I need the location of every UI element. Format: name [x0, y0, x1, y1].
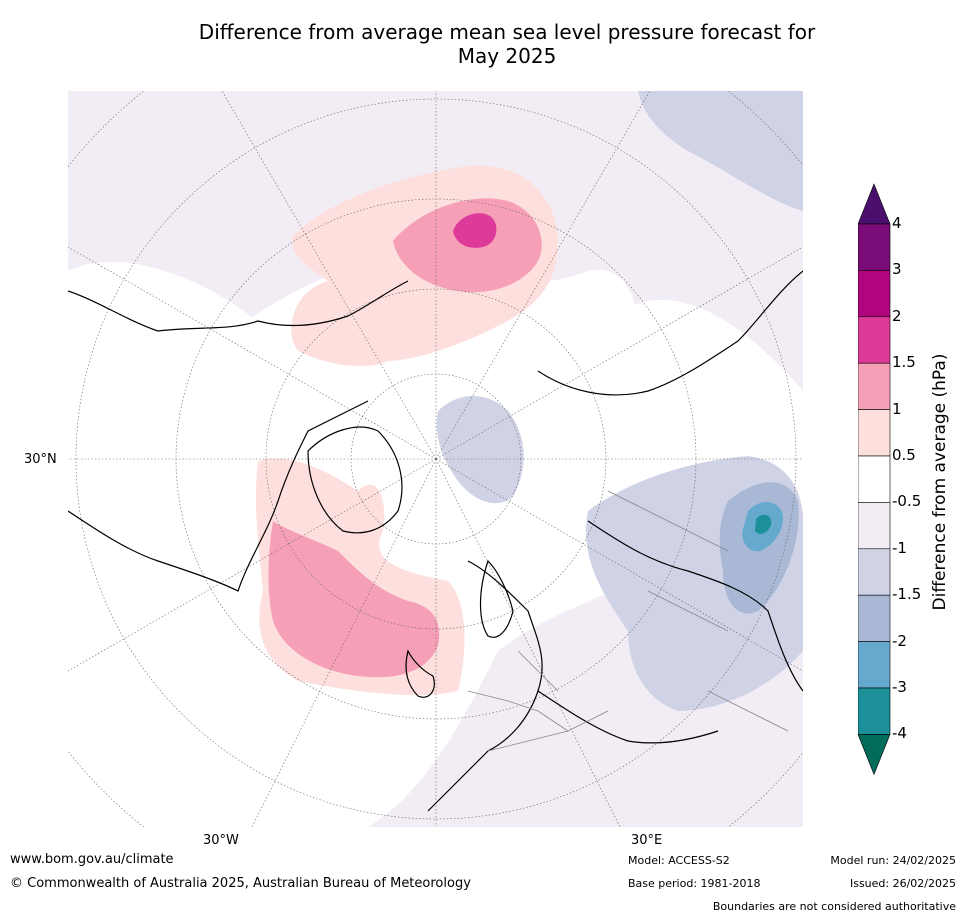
border-asia	[607, 490, 789, 732]
colorbar-tick-label: 4	[892, 214, 902, 232]
graticule	[68, 91, 803, 827]
map-canvas	[68, 91, 803, 827]
colorbar	[858, 183, 891, 776]
colorbar-tick-label: -1.5	[892, 585, 922, 604]
meridian-120w	[68, 246, 437, 460]
model-run-text: Model run: 24/02/2025	[830, 854, 956, 867]
shade-blue-light-arctic	[436, 396, 524, 504]
colorbar-tick-label: -1	[892, 538, 907, 557]
map-title: Difference from average mean sea level p…	[0, 20, 965, 68]
shade-teal-asia	[755, 514, 772, 534]
lon-label-30e: 30°E	[631, 833, 663, 848]
lon-label-30w: 30°W	[203, 833, 239, 848]
colorbar-extend-top	[858, 183, 891, 225]
colorbar-swatch	[858, 223, 891, 271]
colorbar-extend-bottom	[858, 734, 891, 776]
coast-asia	[537, 270, 803, 692]
colorbar-tick-label: -4	[892, 724, 907, 743]
colorbar-tick-label: 1	[892, 399, 902, 418]
coastlines	[68, 270, 803, 812]
model-text: Model: ACCESS-S2	[628, 854, 730, 867]
coast-europe	[427, 560, 719, 812]
colorbar-tick-label: 3	[892, 260, 902, 279]
meridian-150w	[221, 91, 437, 460]
colorbar-swatch	[858, 270, 891, 318]
lat-label-30n: 30°N	[24, 452, 57, 467]
colorbar-swatch	[858, 548, 891, 596]
copyright-text: © Commonwealth of Australia 2025, Austra…	[10, 876, 471, 891]
title-line-2: May 2025	[457, 44, 557, 68]
lat-circle-70	[265, 288, 607, 630]
colorbar-title: Difference from average (hPa)	[930, 353, 950, 611]
meridian-60e	[435, 458, 803, 672]
colorbar-swatch	[858, 502, 891, 550]
meridian-150e	[435, 91, 651, 460]
colorbar-swatch	[858, 641, 891, 689]
disclaimer-text: Boundaries are not considered authoritat…	[712, 900, 956, 913]
meridian-60w	[68, 458, 437, 672]
coast-greenland	[307, 426, 403, 534]
colorbar-tick-label: -3	[892, 678, 907, 696]
title-line-1: Difference from average mean sea level p…	[198, 20, 816, 44]
coast-scandinavia	[479, 559, 514, 638]
polar-map	[68, 91, 803, 827]
shade-pink-dark-pacific	[453, 213, 497, 248]
shade-pink-mid-atlantic	[268, 521, 440, 678]
colorbar-tick-label: 2	[892, 306, 902, 325]
colorbar-swatch	[858, 409, 891, 457]
lat-circle-50	[75, 98, 797, 820]
shade-lavender-pacific	[638, 91, 803, 211]
colorbar-swatch	[858, 362, 891, 410]
colorbar-swatches	[858, 183, 891, 776]
colorbar-tick-label: 0.5	[892, 446, 916, 464]
issued-text: Issued: 26/02/2025	[849, 877, 956, 890]
colorbar-tick-label: -0.5	[892, 492, 922, 511]
colorbar-tick-label: 1.5	[892, 353, 916, 372]
borders	[467, 490, 789, 752]
coast-north-america	[68, 280, 409, 592]
colorbar-swatch	[858, 687, 891, 735]
meridian-120e	[435, 246, 803, 460]
website-link[interactable]: www.bom.gov.au/climate	[10, 852, 174, 867]
base-period-text: Base period: 1981-2018	[628, 877, 761, 890]
colorbar-swatch	[858, 594, 891, 642]
border-europe	[467, 650, 609, 752]
colorbar-swatch	[858, 316, 891, 364]
coast-uk	[405, 649, 435, 698]
colorbar-swatch	[858, 455, 891, 503]
colorbar-tick-label: -2	[892, 631, 907, 650]
